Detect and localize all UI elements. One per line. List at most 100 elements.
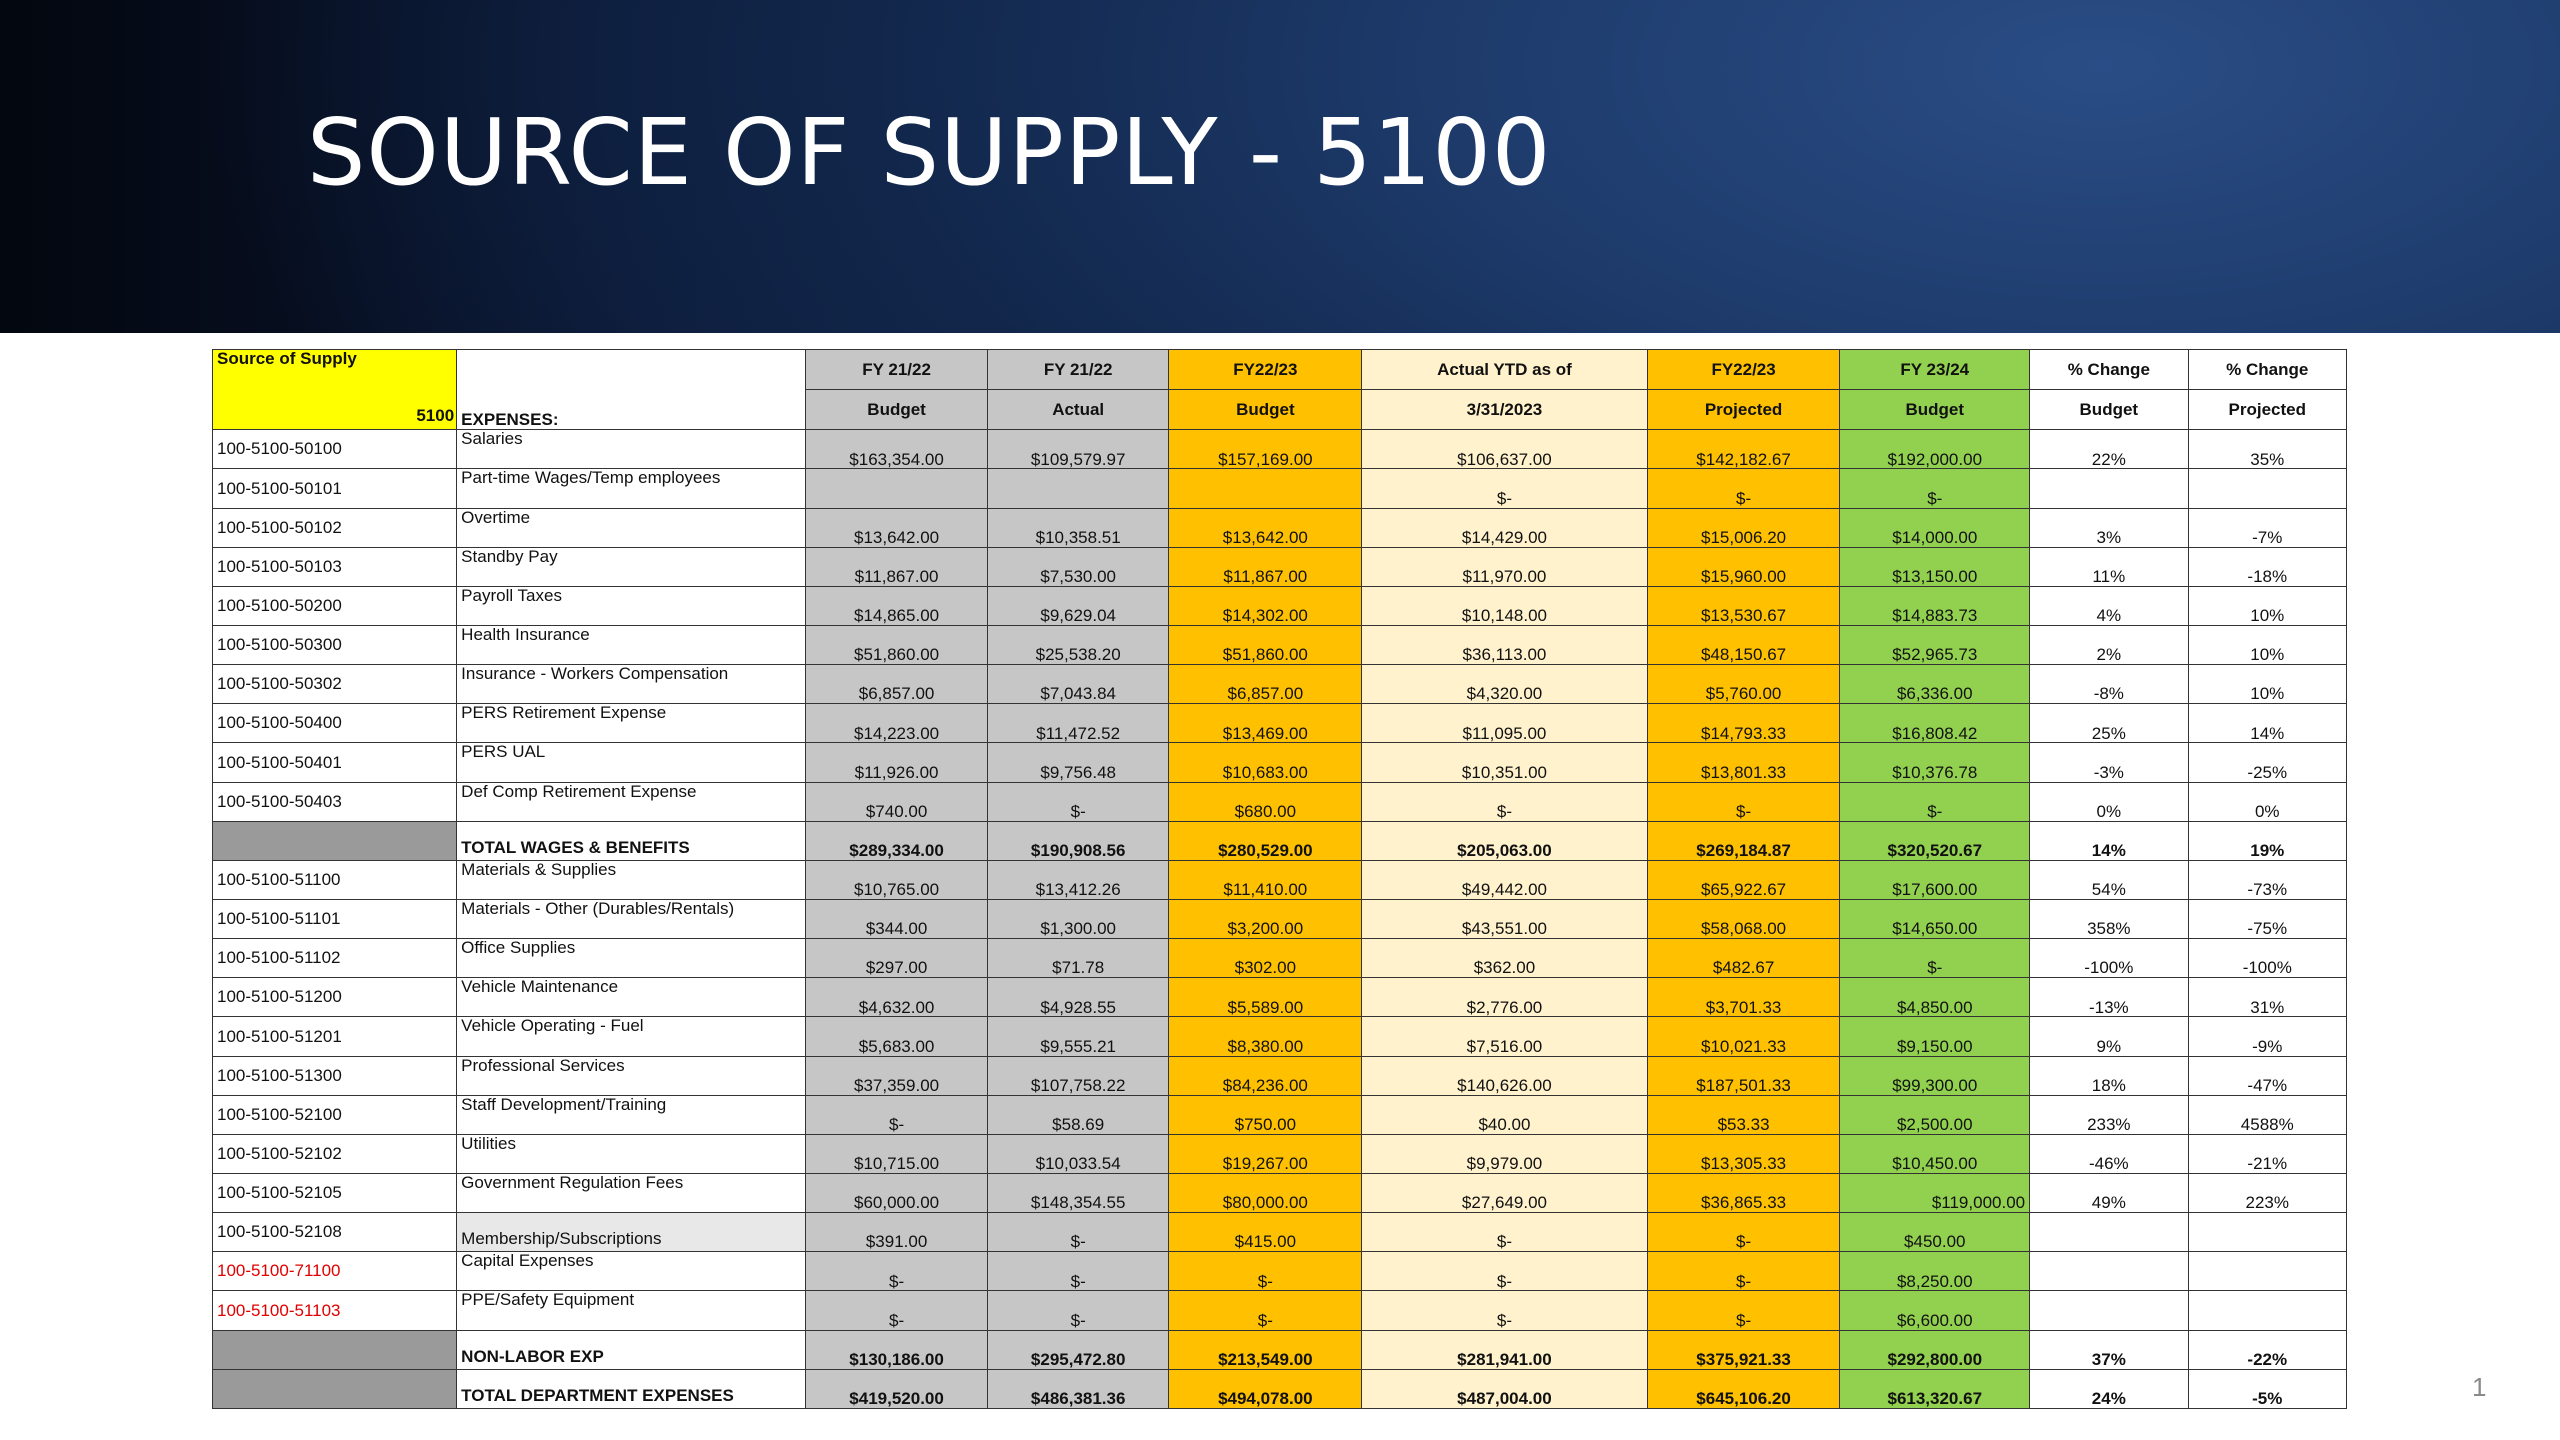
amount-cell: $11,867.00 <box>805 546 988 587</box>
total-label: TOTAL WAGES & BENEFITS <box>456 820 807 861</box>
amount-cell: $14,000.00 <box>1839 507 2031 548</box>
amount-cell: $4,632.00 <box>805 977 988 1018</box>
amount-cell: $494,078.00 <box>1168 1368 1363 1410</box>
amount-cell: $13,801.33 <box>1646 742 1841 783</box>
percent-change-cell: -21% <box>2187 1133 2348 1174</box>
percent-change-cell: -46% <box>2029 1133 2189 1174</box>
section-code: 5100 <box>416 406 455 426</box>
amount-cell: $- <box>986 1251 1170 1292</box>
amount-cell <box>1168 468 1363 509</box>
amount-cell: $19,267.00 <box>1168 1133 1363 1174</box>
column-header-bottom: Projected <box>1646 389 1841 431</box>
percent-change-cell: -5% <box>2187 1368 2348 1410</box>
header-row-top: Source of Supply 5100 EXPENSES: FY 21/22… <box>211 348 2348 431</box>
amount-cell: $11,095.00 <box>1361 703 1648 744</box>
amount-cell: $10,033.54 <box>986 1133 1170 1174</box>
percent-change-cell: 10% <box>2187 585 2348 626</box>
amount-cell: $7,043.84 <box>986 664 1170 705</box>
amount-cell: $25,538.20 <box>986 624 1170 666</box>
column-header-top: % Change <box>2187 348 2348 391</box>
amount-cell: $10,683.00 <box>1168 742 1363 783</box>
amount-cell: $8,380.00 <box>1168 1016 1363 1057</box>
expense-description: Professional Services <box>456 1055 807 1096</box>
amount-cell: $- <box>805 1094 988 1135</box>
amount-cell: $11,926.00 <box>805 742 988 783</box>
amount-cell: $27,649.00 <box>1361 1172 1648 1214</box>
percent-change-cell <box>2029 1251 2189 1292</box>
amount-cell: $11,867.00 <box>1168 546 1363 587</box>
amount-cell: $9,756.48 <box>986 742 1170 783</box>
amount-cell: $13,642.00 <box>1168 507 1363 548</box>
column-header-top: FY22/23 <box>1168 348 1363 391</box>
account-code: 100-5100-50103 <box>211 546 458 587</box>
percent-change-cell: 9% <box>2029 1016 2189 1057</box>
section-label-cell: Source of Supply 5100 <box>211 348 458 431</box>
amount-cell: $6,857.00 <box>805 664 988 705</box>
amount-cell: $4,320.00 <box>1361 664 1648 705</box>
account-code: 100-5100-50300 <box>211 624 458 666</box>
amount-cell: $8,250.00 <box>1839 1251 2031 1292</box>
percent-change-cell <box>2187 1212 2348 1253</box>
column-header-bottom: Budget <box>805 389 988 431</box>
percent-change-cell: 19% <box>2187 820 2348 861</box>
percent-change-cell: 4% <box>2029 585 2189 626</box>
column-header-bottom: Projected <box>2187 389 2348 431</box>
amount-cell: $106,637.00 <box>1361 429 1648 470</box>
amount-cell: $109,579.97 <box>986 429 1170 470</box>
amount-cell: $7,516.00 <box>1361 1016 1648 1057</box>
account-code: 100-5100-52100 <box>211 1094 458 1135</box>
amount-cell: $13,305.33 <box>1646 1133 1841 1174</box>
expenses-label: EXPENSES: <box>456 348 807 431</box>
account-code: 100-5100-71100 <box>211 1251 458 1292</box>
expense-description: Staff Development/Training <box>456 1094 807 1135</box>
expense-description: Government Regulation Fees <box>456 1172 807 1214</box>
table-row: 100-5100-52108 Membership/Subscriptions $3… <box>211 1212 2348 1253</box>
table-row: 100-5100-52105 Government Regulation Fees… <box>211 1172 2348 1214</box>
column-header-top: FY 23/24 <box>1839 348 2031 391</box>
amount-cell: $11,970.00 <box>1361 546 1648 587</box>
table-row: 100-5100-51101 Materials - Other (Durable… <box>211 898 2348 940</box>
amount-cell: $4,850.00 <box>1839 977 2031 1018</box>
amount-cell: $- <box>1839 468 2031 509</box>
amount-cell: $14,883.73 <box>1839 585 2031 626</box>
table-row: 100-5100-51103 PPE/Safety Equipment $- $- $-… <box>211 1290 2348 1331</box>
total-spacer-cell <box>211 1368 458 1410</box>
amount-cell: $680.00 <box>1168 781 1363 822</box>
amount-cell: $99,300.00 <box>1839 1055 2031 1096</box>
amount-cell: $142,182.67 <box>1646 429 1841 470</box>
total-label: NON-LABOR EXP <box>456 1329 807 1370</box>
column-header-bottom: Budget <box>2029 389 2189 431</box>
column-header-top: Actual YTD as of <box>1361 348 1648 391</box>
expense-description: PPE/Safety Equipment <box>456 1290 807 1331</box>
amount-cell: $40.00 <box>1361 1094 1648 1135</box>
account-code: 100-5100-50302 <box>211 664 458 705</box>
account-code: 100-5100-50200 <box>211 585 458 626</box>
account-code: 100-5100-50401 <box>211 742 458 783</box>
amount-cell: $157,169.00 <box>1168 429 1363 470</box>
expense-description: Materials - Other (Durables/Rentals) <box>456 898 807 940</box>
amount-cell: $119,000.00 <box>1839 1172 2031 1214</box>
budget-table: Source of Supply 5100 EXPENSES: FY 21/22… <box>211 348 2348 1410</box>
percent-change-cell: -3% <box>2029 742 2189 783</box>
amount-cell: $5,683.00 <box>805 1016 988 1057</box>
percent-change-cell: 223% <box>2187 1172 2348 1214</box>
amount-cell: $391.00 <box>805 1212 988 1253</box>
amount-cell: $- <box>1646 781 1841 822</box>
percent-change-cell: -25% <box>2187 742 2348 783</box>
percent-change-cell: 0% <box>2029 781 2189 822</box>
amount-cell: $297.00 <box>805 938 988 979</box>
amount-cell: $213,549.00 <box>1168 1329 1363 1370</box>
account-code: 100-5100-51103 <box>211 1290 458 1331</box>
percent-change-cell: 11% <box>2029 546 2189 587</box>
amount-cell: $- <box>1646 1212 1841 1253</box>
amount-cell: $- <box>1168 1251 1363 1292</box>
column-header-top: % Change <box>2029 348 2189 391</box>
amount-cell: $187,501.33 <box>1646 1055 1841 1096</box>
percent-change-cell <box>2187 468 2348 509</box>
amount-cell: $60,000.00 <box>805 1172 988 1214</box>
total-row: TOTAL DEPARTMENT EXPENSES $419,520.00 $486… <box>211 1368 2348 1410</box>
total-spacer-cell <box>211 1329 458 1370</box>
expense-description: Part-time Wages/Temp employees <box>456 468 807 509</box>
amount-cell: $65,922.67 <box>1646 859 1841 900</box>
header-row-bottom: Budget Actual Budget 3/31/2023 Projected… <box>213 389 2348 431</box>
